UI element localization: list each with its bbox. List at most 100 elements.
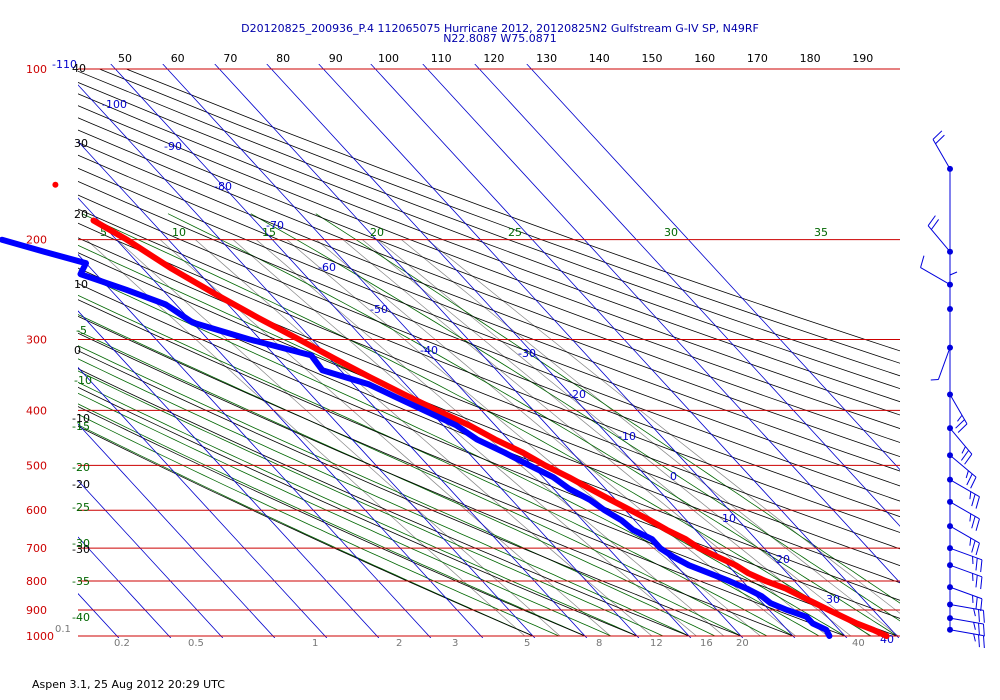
- dewpoint-point: [619, 517, 624, 523]
- dry-adiabat-line: [78, 425, 534, 637]
- wind-barb-shaft: [949, 547, 983, 561]
- moist-adiabat-label: 5: [100, 226, 107, 239]
- moist-adiabat-line: [78, 294, 794, 637]
- wind-barb-shaft: [949, 629, 984, 637]
- dry-adiabat-label: 0: [74, 344, 81, 357]
- temperature-point: [870, 627, 876, 633]
- mixing-ratio-label: 16: [700, 638, 713, 649]
- temperature-point: [696, 545, 702, 551]
- dewpoint-point: [587, 497, 593, 503]
- dewpoint-point: [784, 607, 790, 613]
- dewpoint-point: [670, 554, 676, 560]
- top-scale-label: 80: [276, 52, 290, 65]
- moist-adiabat-line: [78, 314, 768, 637]
- isotherm-label: -90: [164, 140, 182, 153]
- wind-barb-feather: [927, 215, 936, 226]
- dewpoint-point: [190, 320, 196, 325]
- temperature-point: [715, 554, 720, 560]
- wind-barb-shaft: [949, 525, 980, 544]
- moist-adiabat-label: -30: [72, 537, 90, 550]
- dewpoint-point: [319, 367, 325, 373]
- isotherm-label: 20: [776, 553, 790, 566]
- top-scale-label: 120: [483, 52, 504, 65]
- dry-adiabat-label: -10: [72, 412, 90, 425]
- wind-barb-feather: [971, 540, 976, 553]
- isotherm-label: -50: [370, 303, 388, 316]
- dry-adiabat-line: [78, 154, 900, 472]
- dry-adiabat-line: [78, 315, 846, 637]
- pressure-tick-label: 800: [26, 575, 47, 588]
- top-scale-label: 90: [329, 52, 343, 65]
- wind-barb-feather: [971, 494, 976, 507]
- temperature-point: [647, 517, 653, 523]
- dewpoint-point: [768, 600, 773, 606]
- moist-adiabat-label: -10: [74, 374, 92, 387]
- pressure-tick-label: 100: [26, 63, 47, 76]
- pressure-tick-label: 400: [26, 404, 47, 417]
- dry-adiabat-line: [78, 141, 900, 458]
- mixing-ratio-label: 2: [396, 638, 402, 649]
- isotherm-line: [422, 64, 900, 584]
- wind-barb-feather: [980, 598, 983, 612]
- isotherm-label: -110: [52, 58, 77, 71]
- top-scale-label: 160: [694, 52, 715, 65]
- temperature-point: [542, 462, 548, 468]
- top-scale-label: 190: [852, 52, 873, 65]
- temperature-point: [256, 315, 262, 321]
- isotherm-line: [266, 64, 796, 638]
- wind-barb-feather: [935, 134, 945, 145]
- isotherm-label: -20: [568, 388, 586, 401]
- mixing-ratio-label: 5: [524, 638, 530, 649]
- temperature-profile-line: [90, 217, 890, 639]
- mixing-ratio-label: 0.2: [114, 638, 130, 649]
- isotherm-line: [318, 64, 848, 638]
- dry-adiabat-line: [78, 252, 900, 584]
- wind-barb-shaft: [949, 479, 980, 498]
- moist-adiabat-line: [78, 424, 534, 637]
- isotherm-label: -60: [318, 261, 336, 274]
- moist-adiabat-line: [78, 330, 742, 637]
- moist-adiabat-line: [78, 403, 586, 637]
- dewpoint-point: [366, 381, 372, 387]
- wind-barb-shaft: [949, 501, 980, 520]
- dewpoint-point: [123, 287, 129, 293]
- isotherm-line: [0, 64, 15, 638]
- wind-barb-feather: [969, 538, 972, 546]
- moist-adiabat-line: [78, 244, 846, 637]
- wind-barb-feather: [969, 513, 972, 522]
- isotherm-label: -70: [266, 219, 284, 232]
- dewpoint-point: [83, 260, 89, 266]
- dewpoint-point: [421, 407, 427, 413]
- moist-adiabat-label: 15: [262, 226, 276, 239]
- mixing-ratio-label: 0.1: [55, 624, 71, 635]
- dewpoint-point: [526, 462, 532, 468]
- temperature-point: [628, 507, 633, 513]
- dewpoint-point: [502, 450, 508, 456]
- top-scale-label: 70: [223, 52, 237, 65]
- dry-adiabat-line: [78, 129, 900, 443]
- dewpoint-point: [726, 578, 732, 584]
- dewpoint-point: [706, 570, 712, 576]
- pressure-tick-label: 1000: [26, 630, 54, 643]
- moist-adiabat-label: -25: [72, 501, 90, 514]
- pressure-tick-label: 500: [26, 459, 47, 472]
- dry-adiabat-line: [78, 70, 900, 377]
- wind-barb-feather: [969, 491, 972, 500]
- dewpoint-point: [602, 507, 607, 513]
- mixing-ratio-label: 0.5: [188, 638, 204, 649]
- moist-adiabat-label: -5: [76, 324, 87, 337]
- wind-barb-shaft: [927, 225, 951, 253]
- wind-barb-feather: [975, 596, 978, 610]
- wind-barb-feather: [930, 219, 940, 230]
- temperature-point: [763, 578, 769, 584]
- wind-barb-shaft: [949, 564, 983, 578]
- dewpoint-point: [744, 586, 750, 592]
- dry-adiabat-line: [126, 68, 900, 352]
- dry-adiabat-line: [78, 368, 690, 637]
- dewpoint-point: [0, 237, 5, 243]
- wind-barb-shaft: [949, 454, 977, 478]
- temperature-point: [745, 570, 751, 576]
- wind-barb-feather: [965, 470, 969, 479]
- wind-barb-feather: [957, 414, 963, 422]
